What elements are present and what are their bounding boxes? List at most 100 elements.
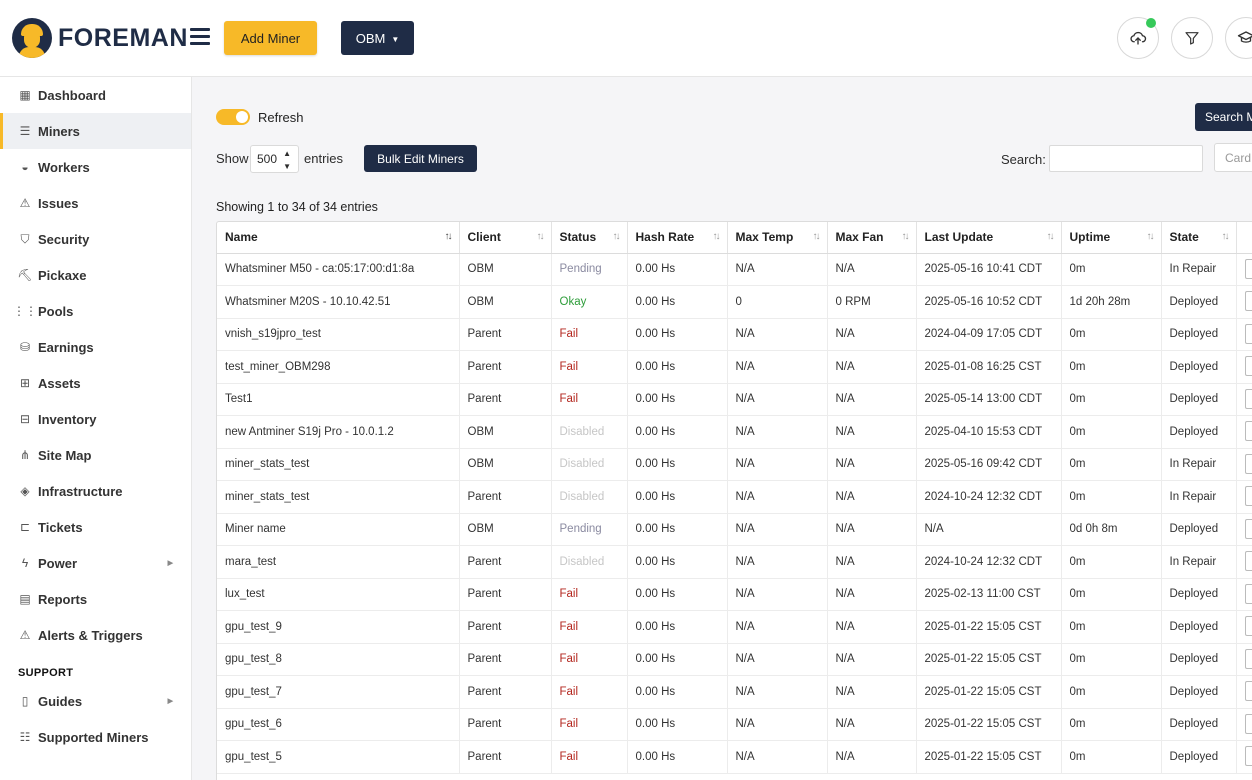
table-row[interactable]: miner_stats_test Parent Disabled 0.00 Hs N/A… [217,480,1252,514]
chip-icon: ⊞ [19,376,31,390]
sidebar-item-tickets[interactable]: ⊏ Tickets [0,509,191,545]
row-select-checkbox[interactable] [1244,746,1252,767]
refresh-toggle[interactable] [216,109,250,125]
table-row[interactable]: gpu_test_9 Parent Fail 0.00 Hs N/A N/A 2025-01… [217,610,1252,644]
cell-name[interactable]: Miner name [217,513,460,546]
column-header-client[interactable]: Client ↑↓ [459,222,552,254]
sidebar-item-security[interactable]: ⛉ Security [0,221,191,257]
column-header-state[interactable]: State ↑↓ [1161,222,1237,254]
sidebar-item-power[interactable]: ϟ Power ▶ [0,545,191,581]
column-header-hash-rate[interactable]: Hash Rate ↑↓ [627,222,728,254]
column-header-name[interactable]: Name ↑↓ [217,222,460,254]
sidebar-item-inventory[interactable]: ⊟ Inventory [0,401,191,437]
row-select-checkbox[interactable] [1244,291,1252,312]
table-row[interactable]: test_miner_OBM298 Parent Fail 0.00 Hs N/A N/A… [217,350,1252,384]
sidebar-item-infrastructure[interactable]: ◈ Infrastructure [0,473,191,509]
cell-name[interactable]: Whatsminer M50 - ca:05:17:00:d1:8a [217,253,460,286]
table-row[interactable]: mara_test Parent Disabled 0.00 Hs N/A N/A 2024… [217,545,1252,579]
cell-name[interactable]: gpu_test_8 [217,643,460,676]
column-header-label: Name [225,230,258,245]
sidebar-item-reports[interactable]: ▤ Reports [0,581,191,617]
table-row[interactable]: gpu_test_7 Parent Fail 0.00 Hs N/A N/A 2025-01… [217,675,1252,709]
cell-name[interactable]: gpu_test_6 [217,708,460,741]
sidebar-item-earnings[interactable]: ⛁ Earnings [0,329,191,365]
sidebar-item-label: Pools [38,303,74,319]
cell-name[interactable]: gpu_test_7 [217,675,460,709]
cell-last-update: 2025-04-10 15:53 CDT [916,415,1062,449]
row-select-checkbox[interactable] [1244,648,1252,669]
row-select-checkbox[interactable] [1244,583,1252,604]
sidebar-item-alerts-triggers[interactable]: ⚠ Alerts & Triggers [0,617,191,653]
sidebar-item-supported-miners[interactable]: ☷ Supported Miners [0,719,191,755]
table-row[interactable]: Test1 Parent Fail 0.00 Hs N/A N/A 2025-05-14 1… [217,383,1252,416]
sidebar-item-guides[interactable]: ▯ Guides ▶ [0,683,191,719]
hamburger-menu-icon[interactable] [190,28,210,45]
filter-button[interactable] [1171,17,1213,59]
foreman-logo[interactable]: FOREMAN [12,18,188,58]
cell-name[interactable]: vnish_s19jpro_test [217,318,460,351]
row-select-checkbox[interactable] [1244,486,1252,507]
table-row[interactable]: Whatsminer M50 - ca:05:17:00:d1:8a OBM Pen… [217,253,1252,286]
sidebar-item-site-map[interactable]: ⋔ Site Map [0,437,191,473]
search-miners-button[interactable]: Search Miners [1195,103,1252,131]
cell-name[interactable]: Whatsminer M20S - 10.10.42.51 [217,285,460,319]
cell-last-update: 2024-10-24 12:32 CDT [916,545,1062,579]
row-select-checkbox[interactable] [1244,421,1252,442]
cell-actions [1236,675,1252,709]
row-select-checkbox[interactable] [1244,388,1252,409]
row-select-checkbox[interactable] [1244,323,1252,344]
dashboard-icon: ▦ [19,88,31,102]
add-miner-button[interactable]: Add Miner [224,21,317,55]
sidebar-item-dashboard[interactable]: ▦ Dashboard [0,77,191,113]
row-select-checkbox[interactable] [1244,518,1252,539]
client-select-button[interactable]: OBM ▼ [341,21,414,55]
table-row[interactable]: gpu_test_6 Parent Fail 0.00 Hs N/A N/A 2025-01… [217,708,1252,741]
card-filter-input[interactable]: Card [1214,143,1252,172]
column-header-uptime[interactable]: Uptime ↑↓ [1061,222,1162,254]
row-select-checkbox[interactable] [1244,356,1252,377]
table-row[interactable]: gpu_test_5 Parent Fail 0.00 Hs N/A N/A 2025-01… [217,740,1252,774]
training-button[interactable] [1225,17,1252,59]
sort-icon: ↑↓ [812,231,821,242]
row-select-checkbox[interactable] [1244,258,1252,279]
row-select-checkbox[interactable] [1244,551,1252,572]
entries-per-page-select[interactable]: 500 ▲ ▼ [250,145,299,173]
cell-name[interactable]: test_miner_OBM298 [217,350,460,384]
sidebar-item-pickaxe[interactable]: ⛏ Pickaxe [0,257,191,293]
cell-name[interactable]: miner_stats_test [217,480,460,514]
server-icon: ☰ [19,124,31,138]
chevron-right-icon: ▶ [167,698,173,705]
sidebar-item-issues[interactable]: ⚠ Issues [0,185,191,221]
cell-name[interactable]: gpu_test_9 [217,610,460,644]
search-input[interactable] [1049,145,1203,172]
table-row[interactable]: new Antminer S19j Pro - 10.0.1.2 OBM Disab… [217,415,1252,449]
table-row[interactable]: miner_stats_test OBM Disabled 0.00 Hs N/A N/A… [217,448,1252,481]
table-row[interactable]: Miner name OBM Pending 0.00 Hs N/A N/A N/A 0d 0… [217,513,1252,546]
sidebar-item-miners[interactable]: ☰ Miners [0,113,191,149]
cell-name[interactable]: miner_stats_test [217,448,460,481]
cloud-upload-button[interactable] [1117,17,1159,59]
table-row[interactable]: lux_test Parent Fail 0.00 Hs N/A N/A 2025-02-1… [217,578,1252,611]
row-select-checkbox[interactable] [1244,616,1252,637]
cell-name[interactable]: gpu_test_5 [217,740,460,774]
column-header-last-update[interactable]: Last Update ↑↓ [916,222,1062,254]
table-row[interactable]: vnish_s19jpro_test Parent Fail 0.00 Hs N/A N/… [217,318,1252,351]
alert-icon: ⚠ [19,628,31,642]
sidebar-item-assets[interactable]: ⊞ Assets [0,365,191,401]
row-select-checkbox[interactable] [1244,713,1252,734]
column-header-max-temp[interactable]: Max Temp ↑↓ [727,222,828,254]
cell-name[interactable]: new Antminer S19j Pro - 10.0.1.2 [217,415,460,449]
cell-max-fan: N/A [827,383,917,416]
column-header-max-fan[interactable]: Max Fan ↑↓ [827,222,917,254]
row-select-checkbox[interactable] [1244,453,1252,474]
row-select-checkbox[interactable] [1244,681,1252,702]
bulk-edit-miners-button[interactable]: Bulk Edit Miners [364,145,477,172]
sidebar-item-pools[interactable]: ⋮⋮ Pools [0,293,191,329]
cell-name[interactable]: mara_test [217,545,460,579]
table-row[interactable]: Whatsminer M20S - 10.10.42.51 OBM Okay 0.00… [217,285,1252,319]
cell-name[interactable]: Test1 [217,383,460,416]
sidebar-item-workers[interactable]: ◒ Workers [0,149,191,185]
cell-name[interactable]: lux_test [217,578,460,611]
column-header-status[interactable]: Status ↑↓ [551,222,628,254]
table-row[interactable]: gpu_test_8 Parent Fail 0.00 Hs N/A N/A 2025-01… [217,643,1252,676]
